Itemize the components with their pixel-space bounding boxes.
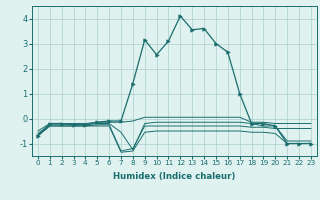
X-axis label: Humidex (Indice chaleur): Humidex (Indice chaleur) — [113, 172, 236, 181]
